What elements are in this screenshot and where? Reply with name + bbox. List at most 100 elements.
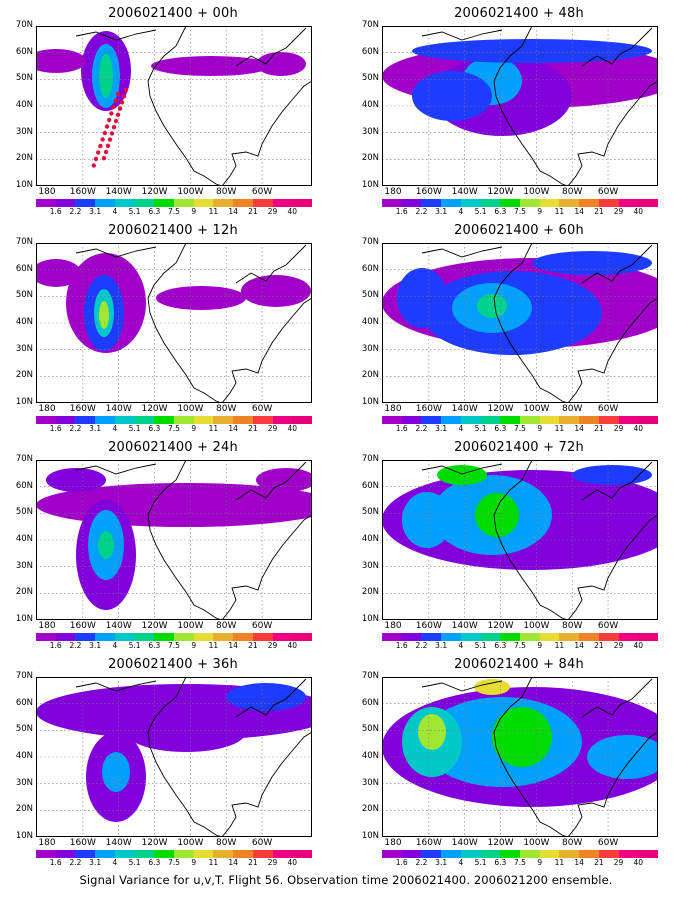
longitude-label: 160W (69, 404, 96, 414)
latitude-label: 20N (361, 804, 379, 815)
colorbar-swatch (36, 199, 56, 207)
colorbar-swatch (154, 633, 175, 641)
colorbar-label: 2.2 (69, 207, 82, 216)
latitude-label: 20N (361, 370, 379, 381)
colorbar-label: 4 (458, 641, 464, 650)
latitude-label: 20N (15, 370, 33, 381)
map-plot (382, 26, 658, 186)
colorbar-label: 3.1 (435, 641, 448, 650)
colorbar-label: 3.1 (89, 207, 102, 216)
variance-contour (151, 56, 271, 76)
colorbar-label: 4 (112, 424, 118, 433)
longitude-label: 100W (177, 838, 204, 848)
latitude-label: 10N (15, 397, 33, 407)
colorbar-label: 11 (208, 207, 219, 216)
longitude-label: 160W (69, 187, 96, 197)
colorbar-swatch (520, 850, 540, 858)
colorbar-swatch (134, 416, 155, 424)
colorbar-swatch (638, 416, 659, 424)
panel-title: 2006021400 + 12h (108, 223, 238, 238)
observation-point (100, 137, 105, 142)
colorbar-label: 11 (554, 207, 565, 216)
latitude-label: 10N (15, 180, 33, 190)
coastline (421, 460, 658, 620)
colorbar-swatch (174, 850, 194, 858)
colorbar-swatch (193, 416, 214, 424)
colorbar-swatch (95, 199, 115, 207)
colorbar-swatch (174, 199, 194, 207)
latitude-label: 60N (361, 697, 379, 708)
colorbar-swatch (638, 633, 659, 641)
variance-contour (412, 39, 652, 63)
colorbar-label: 11 (208, 858, 219, 867)
colorbar-label: 7.5 (168, 641, 180, 650)
colorbar-swatch (559, 416, 580, 424)
colorbar-label: 14 (574, 858, 584, 867)
observation-point (91, 163, 96, 168)
colorbar-label: 9 (537, 424, 543, 433)
colorbar-swatch (382, 850, 402, 858)
colorbar-swatch (134, 633, 155, 641)
colorbar-swatch (233, 633, 253, 641)
latitude-label: 10N (361, 397, 379, 407)
longitude-label: 120W (487, 838, 514, 848)
variance-contour (412, 71, 492, 121)
colorbar-swatch (95, 416, 115, 424)
colorbar-label: 9 (537, 858, 543, 867)
latitude-label: 70N (361, 20, 379, 30)
variance-contour (492, 707, 552, 767)
colorbar-swatch (598, 416, 619, 424)
colorbar-label: 3.1 (89, 858, 102, 867)
colorbar-label: 29 (267, 641, 278, 650)
latitude-label: 40N (361, 534, 379, 544)
colorbar-swatch (559, 199, 580, 207)
colorbar-swatch (252, 633, 273, 641)
colorbar-label: 29 (613, 424, 624, 433)
colorbar-label: 14 (574, 641, 584, 650)
colorbar-swatch (618, 850, 639, 858)
latitude-label: 30N (361, 560, 379, 571)
longitude-label: 100W (177, 621, 204, 631)
variance-contour (572, 465, 652, 485)
longitude-label: 180 (38, 621, 56, 631)
colorbar-label: 5.1 (474, 207, 487, 216)
colorbar-label: 6.3 (148, 858, 161, 867)
variance-contour (256, 468, 312, 492)
colorbar-label: 11 (208, 424, 219, 433)
latitude-label: 50N (15, 724, 33, 735)
variance-contour (46, 468, 106, 492)
colorbar-label: 21 (594, 424, 604, 433)
latitude-label: 70N (15, 454, 33, 464)
map-frame (36, 677, 312, 837)
colorbar-label: 29 (267, 424, 278, 433)
map-panel: 2006021400 + 60h 70N 60N 50N 40N 30N 20N 10N 180… (346, 217, 692, 434)
latitude-label: 40N (15, 317, 33, 327)
map-plot (382, 460, 658, 620)
colorbar-label: 4 (112, 641, 118, 650)
variance-contour (36, 259, 81, 287)
colorbar-label: 29 (613, 858, 624, 867)
colorbar-swatch (421, 416, 442, 424)
latitude-label: 70N (361, 237, 379, 247)
map-panel: 2006021400 + 24h 70N 60N 50N 40N 30N 20N 10N 180… (0, 434, 346, 651)
longitude-label: 60W (251, 187, 273, 197)
colorbar (36, 416, 313, 424)
variance-contour (397, 268, 447, 328)
colorbar-swatch (154, 416, 175, 424)
latitude-label: 70N (15, 671, 33, 681)
coastline (75, 243, 312, 403)
observation-point (113, 118, 119, 124)
colorbar-label: 6.3 (494, 641, 507, 650)
map-plot (382, 677, 658, 837)
colorbar-label: 6.3 (148, 424, 161, 433)
latitude-label: 40N (361, 100, 379, 110)
map-plot (36, 243, 312, 403)
map-panel: 2006021400 + 84h 70N 60N 50N 40N 30N 20N 10N 180… (346, 651, 692, 868)
latitude-label: 60N (361, 480, 379, 491)
colorbar-label: 5.1 (128, 858, 141, 867)
coastline (421, 677, 658, 837)
latitude-label: 30N (15, 343, 33, 354)
longitude-label: 60W (597, 621, 619, 631)
colorbar-swatch (75, 633, 96, 641)
observation-point (104, 124, 110, 129)
